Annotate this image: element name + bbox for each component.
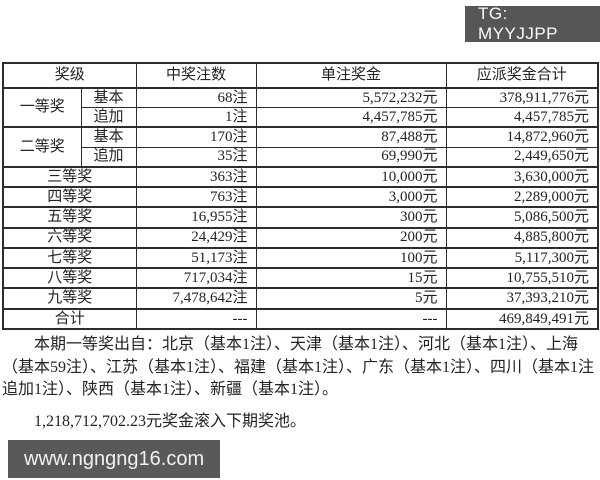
jackpot-rollover-note: 1,218,712,702.23元奖金滚入下期奖池。 <box>34 413 307 431</box>
prize-level-eighth: 八等奖 <box>2 267 137 289</box>
table-row-ninth: 九等奖 7,478,642注 5元 37,393,210元 <box>2 287 599 310</box>
cell-total-payout: 10,755,510元 <box>445 267 599 289</box>
table-row-fifth: 五等奖 16,955注 300元 5,086,500元 <box>2 206 599 229</box>
cell-total-payout: 469,849,491元 <box>445 307 599 330</box>
prize-level-fourth: 四等奖 <box>2 186 137 208</box>
table-row-total: 合计 --- --- 469,849,491元 <box>2 307 599 330</box>
prize-level-total: 合计 <box>2 307 137 330</box>
prize-level-second: 二等奖 <box>2 126 82 168</box>
sub-type-extra: 追加 <box>80 146 137 168</box>
footnotes: 本期一等奖出自：北京（基本1注）、天津（基本1注）、河北（基本1注）、上海（基本… <box>2 334 596 434</box>
prize-level-ninth: 九等奖 <box>2 287 137 310</box>
table-row-sixth: 六等奖 24,429注 200元 4,885,800元 <box>2 226 599 249</box>
cell-count: 68注 <box>135 87 257 109</box>
cell-count: 1注 <box>135 107 257 128</box>
cell-single-dash: --- <box>255 307 447 330</box>
cell-total-payout: 5,117,300元 <box>445 246 599 269</box>
website-watermark-text: www.ngngng16.com <box>24 447 205 470</box>
header-winning-bets: 中奖注数 <box>135 62 257 89</box>
header-prize-level: 奖级 <box>2 62 137 89</box>
cell-total-payout: 2,449,650元 <box>445 146 599 168</box>
cell-total-payout: 4,885,800元 <box>445 226 599 249</box>
first-prize-origin-note: 本期一等奖出自：北京（基本1注）、天津（基本1注）、河北（基本1注）、上海（基本… <box>2 336 595 399</box>
telegram-contact-badge: TG: MYYJJPP <box>465 4 600 43</box>
cell-total-payout: 378,911,776元 <box>445 87 599 109</box>
table-header-row: 奖级 中奖注数 单注奖金 应派奖金合计 <box>2 62 599 89</box>
sub-type-basic: 基本 <box>80 87 137 109</box>
cell-count: 763注 <box>135 186 257 208</box>
cell-count: 717,034注 <box>135 267 257 289</box>
cell-single-prize: 10,000元 <box>255 165 447 188</box>
cell-count: 363注 <box>135 165 257 188</box>
cell-count: 16,955注 <box>135 206 257 229</box>
website-watermark: www.ngngng16.com <box>8 440 221 478</box>
table-row-fourth: 四等奖 763注 3,000元 2,289,000元 <box>2 186 599 208</box>
sub-type-extra: 追加 <box>80 107 137 128</box>
cell-single-prize: 15元 <box>255 267 447 289</box>
cell-single-prize: 300元 <box>255 206 447 229</box>
prize-level-seventh: 七等奖 <box>2 246 137 269</box>
cell-single-prize: 100元 <box>255 246 447 269</box>
cell-total-payout: 2,289,000元 <box>445 186 599 208</box>
cell-count: 170注 <box>135 126 257 148</box>
cell-total-payout: 5,086,500元 <box>445 206 599 229</box>
table-row-seventh: 七等奖 51,173注 100元 5,117,300元 <box>2 246 599 269</box>
table-row-eighth: 八等奖 717,034注 15元 10,755,510元 <box>2 267 599 289</box>
sub-type-basic: 基本 <box>80 126 137 148</box>
prize-level-sixth: 六等奖 <box>2 226 137 249</box>
table-row-first-basic: 一等奖 基本 68注 5,572,232元 378,911,776元 <box>2 86 599 128</box>
telegram-contact-text: TG: MYYJJPP <box>478 4 559 43</box>
cell-total-payout: 37,393,210元 <box>445 287 599 310</box>
prize-level-first: 一等奖 <box>2 86 82 128</box>
header-total-payout: 应派奖金合计 <box>445 62 599 89</box>
cell-count: 7,478,642注 <box>135 287 257 310</box>
cell-single-prize: 3,000元 <box>255 186 447 208</box>
cell-single-prize: 4,457,785元 <box>255 107 447 128</box>
prize-breakdown-table: 奖级 中奖注数 单注奖金 应派奖金合计 一等奖 基本 68注 5,572,232… <box>2 62 600 330</box>
cell-single-prize: 5,572,232元 <box>255 87 447 109</box>
table-row-second-extra: 追加 35注 69,990元 2,449,650元 <box>3 146 599 168</box>
header-single-prize: 单注奖金 <box>255 62 447 89</box>
cell-single-prize: 69,990元 <box>255 146 447 168</box>
cell-count: 35注 <box>135 146 257 168</box>
table-row-third: 三等奖 363注 10,000元 3,630,000元 <box>2 165 599 188</box>
cell-count: 24,429注 <box>135 226 257 249</box>
cell-single-prize: 5元 <box>255 287 447 310</box>
cell-count: 51,173注 <box>135 246 257 269</box>
cell-total-payout: 14,872,960元 <box>445 126 599 148</box>
table-row-first-extra: 追加 1注 4,457,785元 4,457,785元 <box>3 107 599 128</box>
cell-total-payout: 3,630,000元 <box>445 165 599 188</box>
cell-count-dash: --- <box>135 307 257 330</box>
prize-level-fifth: 五等奖 <box>2 206 137 229</box>
table-row-second-basic: 二等奖 基本 170注 87,488元 14,872,960元 <box>2 126 599 168</box>
cell-single-prize: 87,488元 <box>255 126 447 148</box>
cell-total-payout: 4,457,785元 <box>445 107 599 128</box>
cell-single-prize: 200元 <box>255 226 447 249</box>
prize-level-third: 三等奖 <box>2 165 137 188</box>
